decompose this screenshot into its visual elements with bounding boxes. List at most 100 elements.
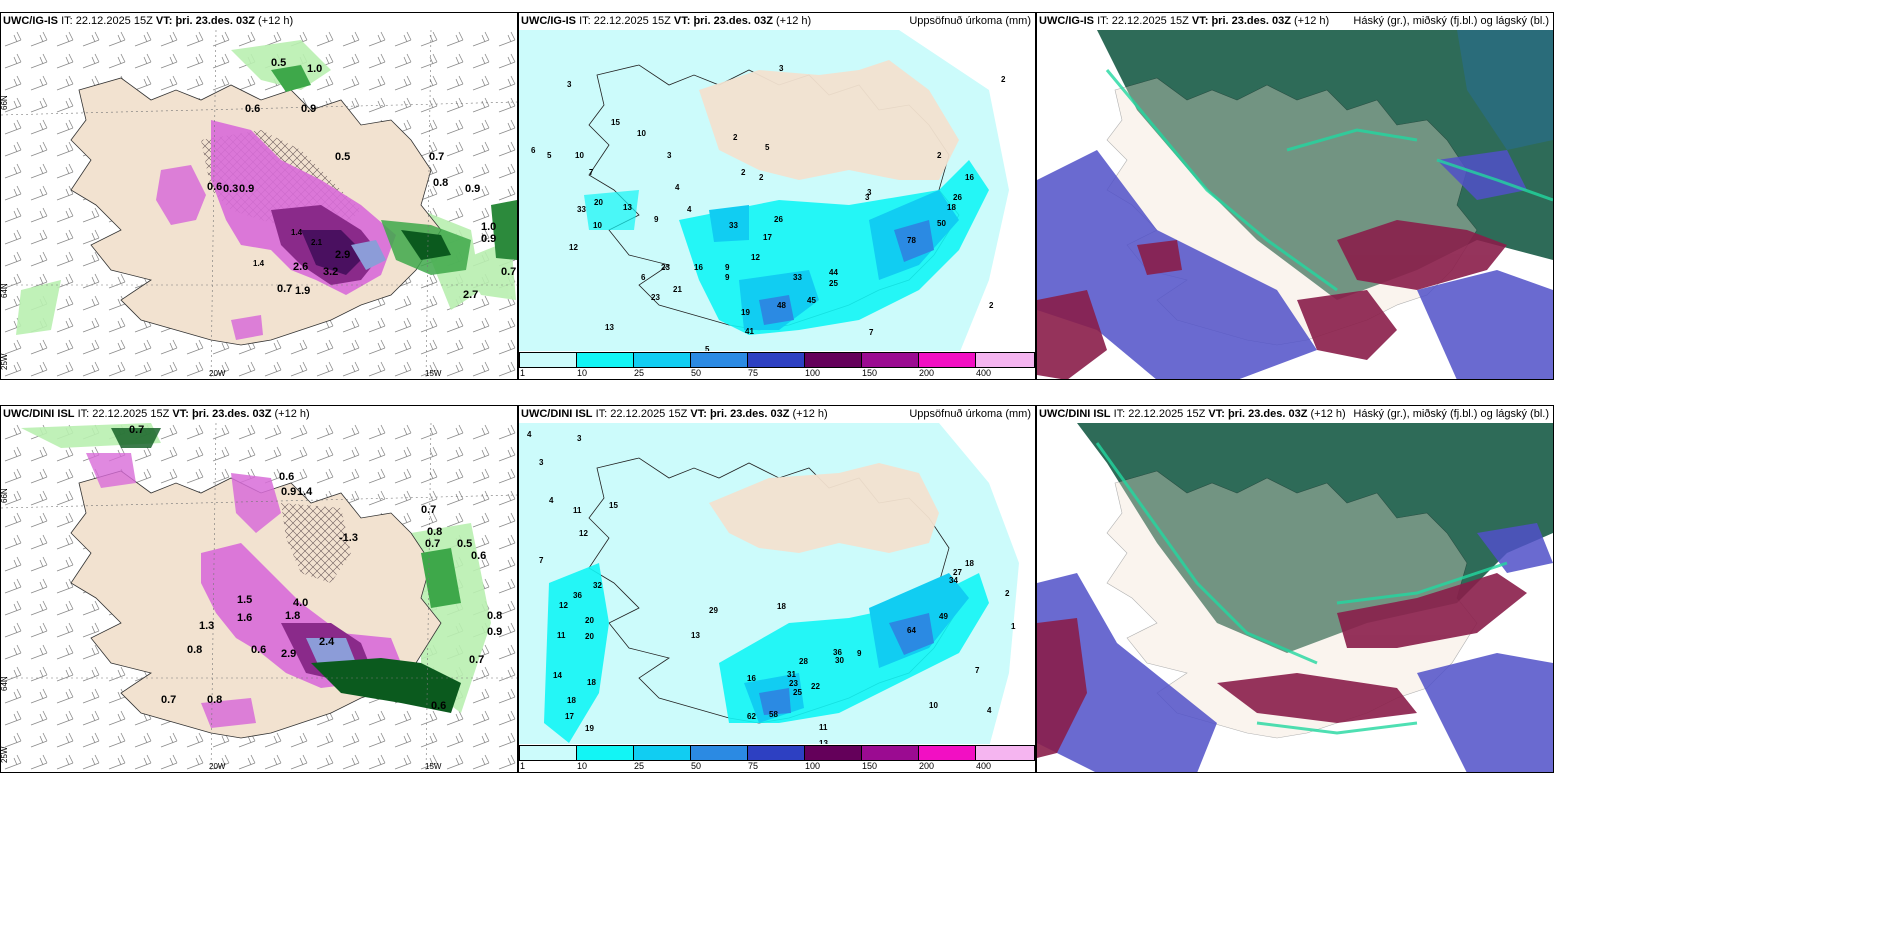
temp-label: 2.9: [281, 648, 296, 660]
precip-label: 20: [585, 632, 594, 641]
precip-label: 2: [937, 151, 942, 160]
it-label: IT:: [1097, 15, 1109, 27]
precip-label: 18: [567, 696, 576, 705]
lead-time: (+12 h): [776, 15, 812, 27]
high-cloud-teal: [1457, 30, 1553, 150]
precip-label: 41: [745, 327, 754, 336]
precip-label: 5: [705, 345, 710, 354]
precip-label: 7: [869, 328, 874, 337]
precip-label: 13: [623, 203, 632, 212]
precip-label: 4: [687, 205, 692, 214]
precip-label: 9: [725, 273, 730, 282]
precip-label: 29: [709, 606, 718, 615]
temp-label: 1.5: [237, 594, 252, 606]
precip-label: 3: [865, 193, 870, 202]
precip-label: 11: [573, 506, 582, 515]
vt-label: VT:: [172, 408, 189, 420]
colorbar-swatch: [918, 745, 976, 761]
precip-label: 18: [587, 678, 596, 687]
colorbar-label: 75: [748, 368, 759, 378]
lat-label: 25W: [1, 353, 9, 370]
precip-label: 20: [594, 198, 603, 207]
vt-value: þri. 23.des. 03Z: [693, 15, 773, 27]
temp-label: 0.7: [429, 151, 444, 163]
temp-label: 0.6: [471, 550, 486, 562]
precip-label: 17: [763, 233, 772, 242]
precip-label: 50: [937, 219, 946, 228]
colorbar-label: 1: [520, 761, 526, 771]
colorbar-label: 150: [862, 368, 878, 378]
temp-label: 0.9: [465, 183, 480, 195]
cloud-map: [1037, 423, 1553, 772]
graticule: [1, 423, 517, 772]
precip-label: 26: [774, 215, 783, 224]
lat-label: 64N: [1, 283, 9, 298]
panel-precip-top: UWC/IG-IS IT: 22.12.2025 15Z VT: þri. 23…: [518, 12, 1036, 380]
colorbar-label: 10: [577, 761, 588, 771]
precip-label: 5: [765, 143, 770, 152]
precip-label: 33: [577, 205, 586, 214]
temp-label: 0.9: [281, 486, 296, 498]
precip-label: 10: [575, 151, 584, 160]
temp-label: 0.7: [421, 504, 436, 516]
temp-label: 0.8: [207, 694, 222, 706]
it-value: 22.12.2025 15Z: [75, 15, 153, 27]
panel-header: UWC/IG-IS IT: 22.12.2025 15Z VT: þri. 23…: [1037, 13, 1553, 30]
it-label: IT:: [77, 408, 90, 420]
it-value: 22.12.2025 15Z: [92, 408, 170, 420]
colorbar-swatch: [804, 745, 862, 761]
axis-labels: 20W 15W 66N 64N 25W: [1, 488, 442, 771]
precip-label: 25: [793, 688, 802, 697]
lat-label: 66N: [1, 95, 9, 110]
temp-label: 1.4: [291, 228, 303, 237]
precip-label: 12: [579, 529, 588, 538]
model-name: UWC/DINI ISL: [1039, 408, 1111, 420]
precip-label: 19: [585, 724, 594, 733]
temp-label: 3.2: [323, 266, 338, 278]
colorbar-swatch: [918, 352, 976, 368]
temp-label: 0.8: [187, 644, 202, 656]
precip-label: 26: [953, 193, 962, 202]
colorbar-swatch: [861, 352, 919, 368]
dry-land: [709, 463, 939, 553]
panel-precip-bottom: UWC/DINI ISL IT: 22.12.2025 15Z VT: þri.…: [518, 405, 1036, 773]
temp-label: 0.6: [431, 700, 446, 712]
panel-header: UWC/IG-IS IT: 22.12.2025 15Z VT: þri. 23…: [1, 13, 517, 30]
dry-area: [939, 423, 1035, 747]
temp-label: 2.9: [335, 249, 350, 261]
temp-label: 2.4: [319, 636, 335, 648]
temp-label: 4.0: [293, 597, 308, 609]
temp-label: 1.3: [199, 620, 214, 632]
colorbar: 1 10 25 50 75 100 150 200 400: [519, 351, 1035, 379]
temp-label: 0.7: [161, 694, 176, 706]
precip-label: 34: [949, 576, 958, 585]
panel-title: Uppsöfnuð úrkoma (mm): [909, 15, 1031, 27]
colorbar-label: 50: [691, 761, 702, 771]
panel-header: UWC/DINI ISL IT: 22.12.2025 15Z VT: þri.…: [1, 406, 517, 423]
axis-labels: 20W 15W 66N 64N 25W: [1, 95, 442, 378]
precip-label: 2: [733, 133, 738, 142]
precip-label: 16: [747, 674, 756, 683]
colorbar-label: 200: [919, 761, 935, 771]
precip-label: 13: [819, 739, 828, 747]
precip-label: 21: [673, 285, 682, 294]
precip-label: 20: [585, 616, 594, 625]
temp-label: 0.7: [469, 654, 484, 666]
precip-label: 11: [557, 631, 566, 640]
precip-label: 36: [573, 591, 582, 600]
vt-label: VT:: [690, 408, 707, 420]
precip-label: 16: [694, 263, 703, 272]
precip-label: 22: [811, 682, 820, 691]
precip-label: 13: [605, 323, 614, 332]
temp-label: 1.4: [297, 486, 313, 498]
precip-label: 23: [651, 293, 660, 302]
temp-label: 1.0: [307, 63, 322, 75]
precip-label: 44: [829, 268, 838, 277]
precip-label: 33: [793, 273, 802, 282]
precip-label: 7: [589, 168, 594, 177]
temp-label: 0.9: [487, 626, 502, 638]
precipitation-map: 3 3 6 5 10 15 7 10 3 2 4 2 5 3 2 20 33 1…: [519, 30, 1035, 354]
precipitation-map: 4 3 3 4 11 15 7 12 32 36 12 11 14 18 17 …: [519, 423, 1035, 747]
colorbar-swatch: [747, 352, 805, 368]
colorbar: 1 10 25 50 75 100 150 200 400: [519, 744, 1035, 772]
